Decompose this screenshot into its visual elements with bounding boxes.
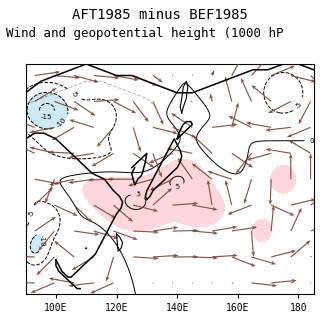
Text: -10: -10	[56, 117, 68, 129]
Text: -10: -10	[38, 235, 45, 247]
Text: Wind and geopotential height (1000 hP: Wind and geopotential height (1000 hP	[6, 27, 284, 40]
Text: AFT1985 minus BEF1985: AFT1985 minus BEF1985	[72, 8, 248, 22]
Text: 5: 5	[135, 191, 140, 198]
Text: 0: 0	[309, 138, 314, 144]
Text: 5: 5	[175, 183, 180, 190]
Text: -15: -15	[41, 114, 52, 120]
Text: -5: -5	[295, 100, 304, 109]
Text: -5: -5	[70, 90, 79, 99]
Text: -5: -5	[28, 209, 35, 218]
